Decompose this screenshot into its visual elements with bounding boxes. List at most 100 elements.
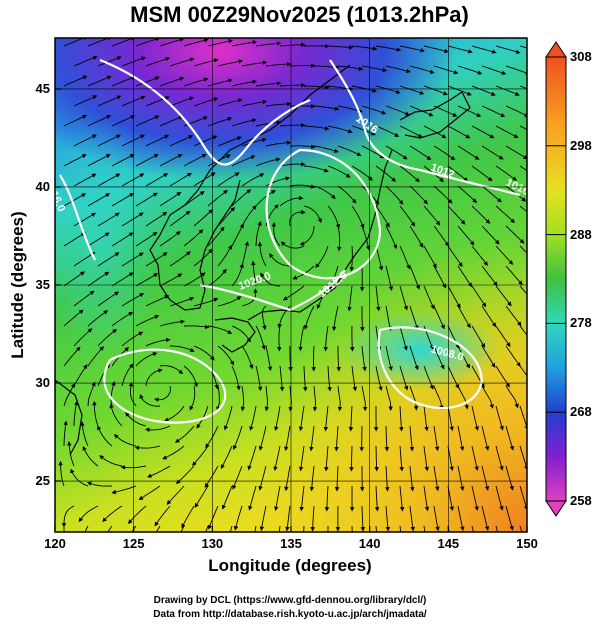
streamline <box>269 253 291 267</box>
streamline <box>174 425 195 443</box>
streamline <box>519 85 527 90</box>
streamline <box>87 381 96 407</box>
streamline <box>183 365 199 388</box>
streamline <box>97 212 120 227</box>
colorbar-tick-label: 288 <box>570 226 592 242</box>
streamline <box>471 285 487 308</box>
streamline <box>323 325 329 352</box>
streamline <box>63 232 86 247</box>
streamline <box>347 285 353 312</box>
streamline <box>385 505 391 532</box>
streamline <box>495 405 504 431</box>
streamline <box>217 136 242 147</box>
streamline <box>423 405 429 432</box>
streamline <box>97 252 120 267</box>
streamline <box>194 485 209 508</box>
streamline <box>399 125 423 138</box>
colorbar-tick-label: 258 <box>570 493 592 508</box>
streamline <box>423 365 434 390</box>
streamline <box>433 345 445 370</box>
streamline <box>135 115 160 127</box>
streamline <box>457 505 465 532</box>
streamline <box>399 245 411 270</box>
x-tick-label: 135 <box>280 536 302 551</box>
streamline <box>127 505 147 525</box>
streamline <box>302 365 308 392</box>
streamline <box>530 386 543 406</box>
streamline <box>385 105 410 116</box>
streamline <box>109 403 123 427</box>
streamline <box>334 465 340 492</box>
streamline <box>82 445 99 467</box>
streamline <box>92 400 99 427</box>
streamline <box>374 445 379 472</box>
streamline <box>310 505 316 532</box>
streamline <box>433 305 445 330</box>
streamline <box>337 385 343 412</box>
streamline <box>121 331 144 347</box>
streamline <box>121 134 146 147</box>
streamline <box>231 223 244 247</box>
x-tick-label: 150 <box>516 536 538 551</box>
streamline <box>375 165 397 182</box>
streamline <box>63 346 81 367</box>
streamline <box>58 460 65 487</box>
streamline <box>309 465 315 492</box>
streamline <box>324 485 330 512</box>
streamline <box>111 38 137 47</box>
streamline <box>505 465 514 491</box>
streamline <box>409 225 424 248</box>
streamline <box>278 525 281 532</box>
streamline <box>205 425 219 449</box>
streamline <box>196 405 209 429</box>
streamline <box>73 134 97 147</box>
streamline <box>433 385 444 411</box>
streamline <box>145 252 168 267</box>
streamline <box>261 305 267 331</box>
streamline <box>135 154 159 167</box>
streamline <box>232 465 243 490</box>
streamline <box>481 465 490 491</box>
streamline <box>192 445 209 467</box>
streamline <box>80 421 89 447</box>
streamline <box>145 425 171 433</box>
streamline <box>258 465 267 491</box>
streamline <box>519 405 527 431</box>
streamline <box>97 425 113 447</box>
streamline <box>385 465 390 492</box>
streamline <box>481 105 506 117</box>
streamline <box>134 445 161 450</box>
streamline <box>385 225 398 250</box>
streamline <box>351 125 376 136</box>
streamline <box>423 245 437 269</box>
streamline <box>97 56 122 67</box>
streamline <box>169 251 191 267</box>
streamline <box>433 65 459 75</box>
streamline <box>265 101 292 107</box>
streamline <box>111 75 136 87</box>
colorbar-tick-label: 308 <box>570 49 592 64</box>
streamline <box>217 244 233 267</box>
streamline <box>217 345 235 366</box>
streamline <box>360 505 366 532</box>
streamline <box>87 193 111 207</box>
streamline <box>154 505 171 527</box>
streamline <box>303 205 322 224</box>
streamline <box>231 189 252 207</box>
streamline <box>193 97 219 107</box>
streamline <box>447 285 461 309</box>
streamline <box>375 365 383 392</box>
streamline <box>193 297 219 307</box>
streamline <box>189 385 196 411</box>
streamline <box>87 154 111 167</box>
streamline <box>519 285 527 295</box>
streamline <box>505 65 527 75</box>
streamline <box>264 385 270 412</box>
streamline <box>233 505 243 531</box>
streamline <box>139 393 161 407</box>
streamline <box>247 445 257 471</box>
streamline <box>327 365 332 392</box>
streamline <box>73 212 96 227</box>
streamline <box>159 76 185 87</box>
streamline <box>259 505 267 532</box>
